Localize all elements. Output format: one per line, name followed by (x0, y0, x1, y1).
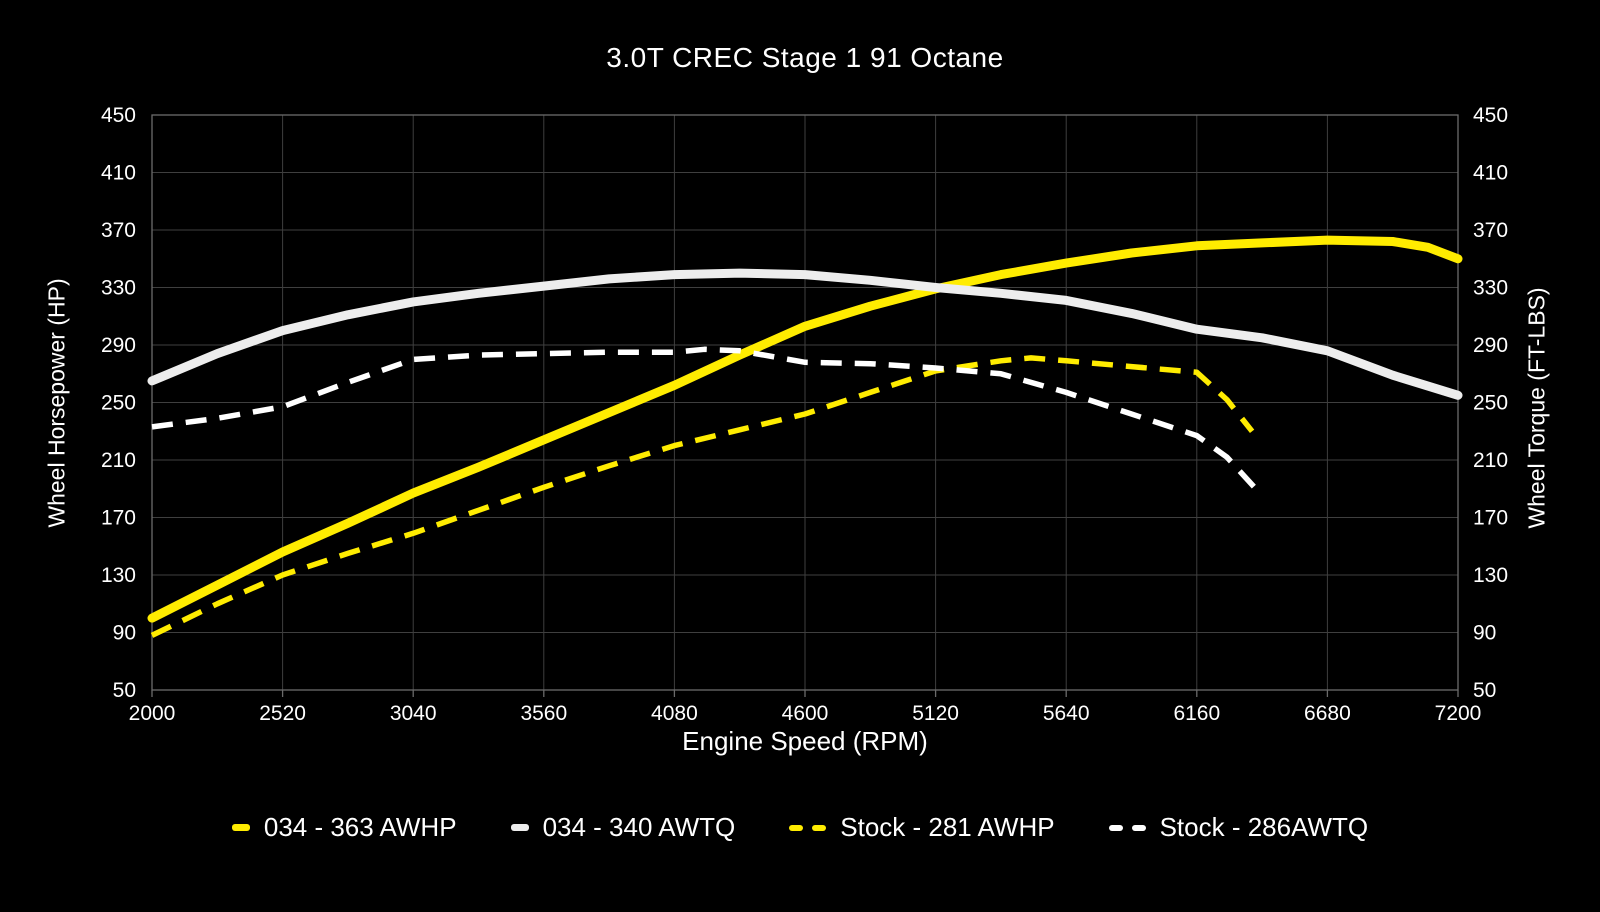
legend-solid-dash-icon (510, 824, 529, 831)
legend-item: Stock - 286AWTQ (1108, 812, 1369, 843)
legend-item: Stock - 281 AWHP (789, 812, 1055, 843)
series-line-034-363-awhp (147, 235, 1463, 623)
y-tick-label-left: 210 (101, 449, 136, 472)
x-tick-label: 4600 (782, 702, 829, 725)
y-tick-label-left: 330 (101, 277, 136, 300)
y-tick-label-right: 370 (1473, 219, 1508, 242)
y-tick-label-left: 410 (101, 162, 136, 185)
x-tick-label: 6680 (1304, 702, 1351, 725)
y-tick-label-left: 50 (113, 679, 136, 702)
y-tick-label-right: 210 (1473, 449, 1508, 472)
x-tick-label: 4080 (651, 702, 698, 725)
y-tick-label-left: 450 (101, 104, 136, 127)
y-tick-label-right: 250 (1473, 392, 1508, 415)
legend-label: Stock - 281 AWHP (840, 812, 1055, 842)
legend-label: 034 - 363 AWHP (263, 812, 457, 842)
legend-dash-segment (231, 824, 250, 831)
chart-title: 3.0T CREC Stage 1 91 Octane (606, 42, 1004, 73)
y-tick-label-right: 50 (1473, 679, 1496, 702)
series-line-034-340-awtq (147, 268, 1463, 400)
x-tick-label: 2520 (259, 702, 306, 725)
legend-dash-segment (1131, 824, 1146, 831)
legend-dash-segment (812, 824, 827, 831)
y-tick-label-right: 450 (1473, 104, 1508, 127)
y-tick-label-left: 130 (101, 564, 136, 587)
y-tick-label-right: 130 (1473, 564, 1508, 587)
y-tick-label-left: 90 (113, 622, 136, 645)
y-tick-label-right: 290 (1473, 334, 1508, 357)
legend-dashed-line-icon (789, 824, 827, 831)
legend-dashed-line-icon (1108, 824, 1146, 831)
legend-solid-dash-icon (231, 824, 250, 831)
x-tick-label: 3560 (520, 702, 567, 725)
legend-dash-segment (789, 824, 804, 831)
x-tick-label: 6160 (1173, 702, 1220, 725)
legend-dash-segment (510, 824, 529, 831)
y-tick-label-right: 410 (1473, 162, 1508, 185)
y-tick-label-left: 290 (101, 334, 136, 357)
x-tick-label: 5640 (1043, 702, 1090, 725)
legend-item: 034 - 340 AWTQ (510, 812, 736, 843)
y-tick-label-right: 170 (1473, 507, 1508, 530)
y-tick-label-left: 370 (101, 219, 136, 242)
x-axis-title: Engine Speed (RPM) (682, 726, 928, 756)
x-tick-label: 5120 (912, 702, 959, 725)
legend-dash-segment (1108, 824, 1123, 831)
x-tick-label: 3040 (390, 702, 437, 725)
y-tick-label-left: 170 (101, 507, 136, 530)
series-line-stock-286awtq (151, 346, 1260, 493)
legend-label: Stock - 286AWTQ (1159, 812, 1369, 842)
y-tick-label-right: 90 (1473, 622, 1496, 645)
legend: 034 - 363 AWHP 034 - 340 AWTQ Stock - 281 … (0, 812, 1600, 843)
y-tick-label-right: 330 (1473, 277, 1508, 300)
x-tick-label: 2000 (129, 702, 176, 725)
x-tick-label: 7200 (1435, 702, 1482, 725)
y-tick-label-left: 250 (101, 392, 136, 415)
legend-item: 034 - 363 AWHP (231, 812, 457, 843)
legend-label: 034 - 340 AWTQ (542, 812, 736, 842)
series-line-stock-281-awhp (150, 355, 1255, 638)
